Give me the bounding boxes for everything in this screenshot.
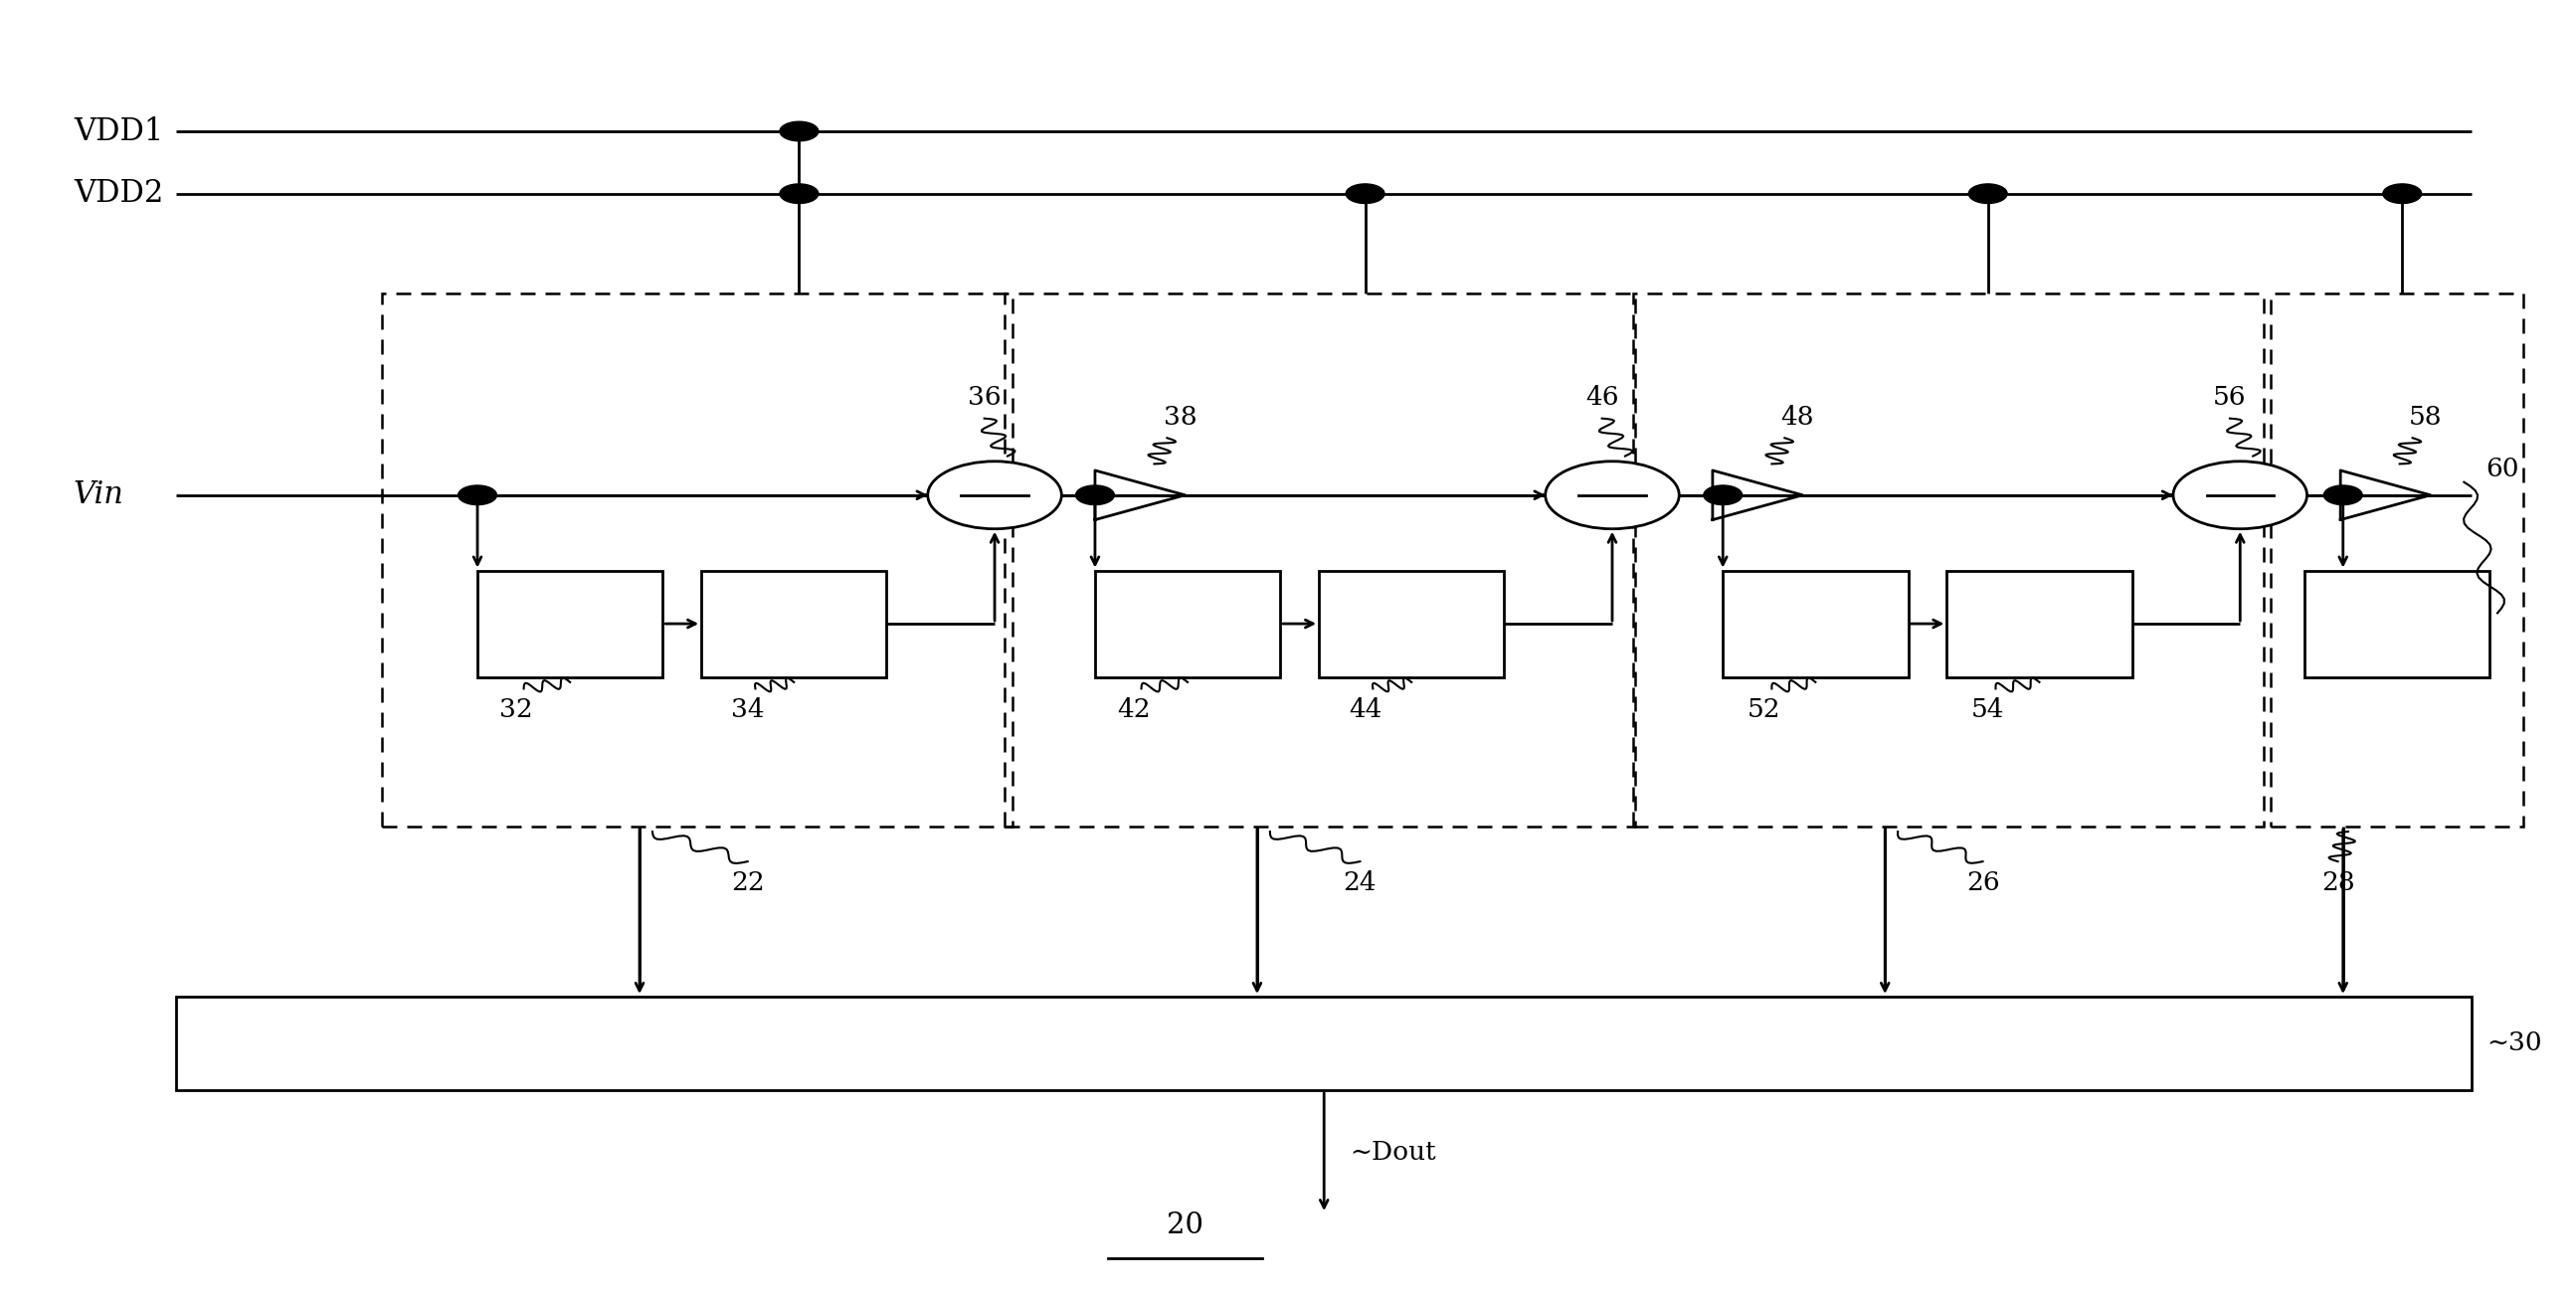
Text: 22: 22 <box>732 870 765 894</box>
Circle shape <box>1345 184 1383 203</box>
Circle shape <box>781 121 819 141</box>
Bar <box>175 996 2473 1090</box>
Text: 20: 20 <box>1167 1211 1203 1240</box>
Text: 56: 56 <box>2213 385 2246 410</box>
Text: 44: 44 <box>1350 697 1381 721</box>
Bar <box>1947 570 2133 677</box>
Bar <box>1005 294 1636 827</box>
Text: 38: 38 <box>1164 405 1198 430</box>
Text: Vin: Vin <box>75 479 124 510</box>
Text: 36: 36 <box>969 385 1002 410</box>
Circle shape <box>781 184 819 203</box>
Bar <box>381 294 1012 827</box>
Circle shape <box>2174 461 2308 529</box>
Bar <box>2272 294 2522 827</box>
Circle shape <box>459 486 497 505</box>
Text: 32: 32 <box>500 697 533 721</box>
Bar <box>1633 294 2264 827</box>
Circle shape <box>927 461 1061 529</box>
Bar <box>2306 570 2488 677</box>
Text: 58: 58 <box>2409 405 2442 430</box>
Circle shape <box>2324 486 2362 505</box>
Text: 24: 24 <box>1342 870 1376 894</box>
Circle shape <box>1968 184 2007 203</box>
Text: VDD2: VDD2 <box>75 178 162 210</box>
Circle shape <box>2383 184 2421 203</box>
Text: 48: 48 <box>1780 405 1814 430</box>
Text: 54: 54 <box>1971 697 2004 721</box>
Text: DIGITAL OUTPUT CIRCUIT: DIGITAL OUTPUT CIRCUIT <box>1121 1030 1528 1057</box>
Text: 46: 46 <box>1584 385 1618 410</box>
Text: 60: 60 <box>2486 457 2519 482</box>
Text: 52: 52 <box>1747 697 1780 721</box>
Bar <box>1723 570 1909 677</box>
Text: 42: 42 <box>1118 697 1151 721</box>
Text: ~Dout: ~Dout <box>1350 1141 1435 1165</box>
Bar <box>1319 570 1504 677</box>
Text: VDD1: VDD1 <box>75 116 162 147</box>
Text: ~30: ~30 <box>2488 1031 2543 1056</box>
Bar <box>477 570 662 677</box>
Text: 26: 26 <box>1965 870 1999 894</box>
Circle shape <box>1703 486 1741 505</box>
Circle shape <box>1546 461 1680 529</box>
Text: 28: 28 <box>2321 870 2354 894</box>
Text: 34: 34 <box>732 697 765 721</box>
Bar <box>701 570 886 677</box>
Circle shape <box>1077 486 1115 505</box>
Bar <box>1095 570 1280 677</box>
